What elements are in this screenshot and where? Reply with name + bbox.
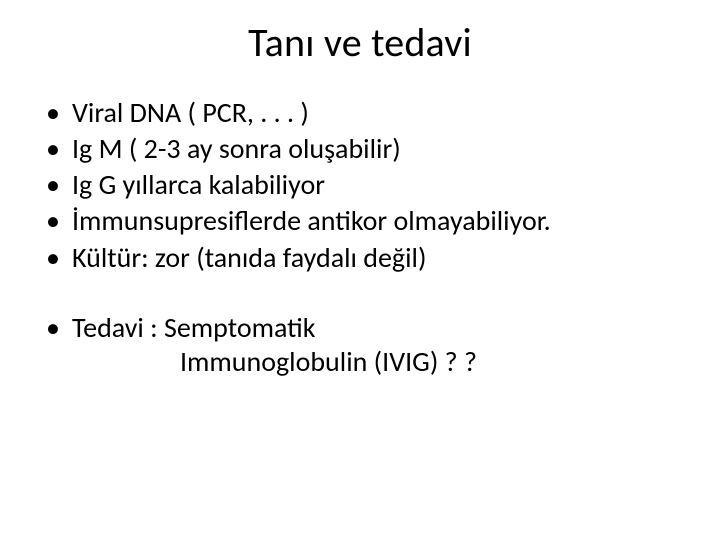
slide: Tanı ve tedavi Viral DNA ( PCR, . . . ) …	[0, 0, 720, 540]
list-item: Ig M ( 2-3 ay sonra oluşabilir)	[40, 132, 680, 166]
bullet-text: İmmunsupresiflerde antikor olmayabiliyor…	[72, 203, 551, 238]
list-item: Tedavi : Semptomatik Immunoglobulin (IVI…	[40, 311, 680, 379]
bullet-continuation: Immunoglobulin (IVIG) ? ?	[72, 345, 680, 379]
list-item: Ig G yıllarca kalabiliyor	[40, 168, 680, 202]
bullet-text: Viral DNA ( PCR, . . . )	[72, 95, 309, 130]
list-item: İmmunsupresiflerde antikor olmayabiliyor…	[40, 204, 680, 238]
bullet-text: Ig G yıllarca kalabiliyor	[72, 167, 325, 202]
list-item: Kültür: zor (tanıda faydalı değil)	[40, 241, 680, 275]
slide-title: Tanı ve tedavi	[0, 18, 720, 67]
slide-body: Viral DNA ( PCR, . . . ) Ig M ( 2-3 ay s…	[40, 96, 680, 381]
bullet-text: Tedavi : Semptomatik	[72, 310, 315, 345]
spacer	[40, 277, 680, 311]
bullet-list-1: Viral DNA ( PCR, . . . ) Ig M ( 2-3 ay s…	[40, 96, 680, 275]
list-item: Viral DNA ( PCR, . . . )	[40, 96, 680, 130]
bullet-list-2: Tedavi : Semptomatik Immunoglobulin (IVI…	[40, 311, 680, 379]
bullet-text: Kültür: zor (tanıda faydalı değil)	[72, 240, 426, 275]
bullet-text: Ig M ( 2-3 ay sonra oluşabilir)	[72, 131, 401, 166]
